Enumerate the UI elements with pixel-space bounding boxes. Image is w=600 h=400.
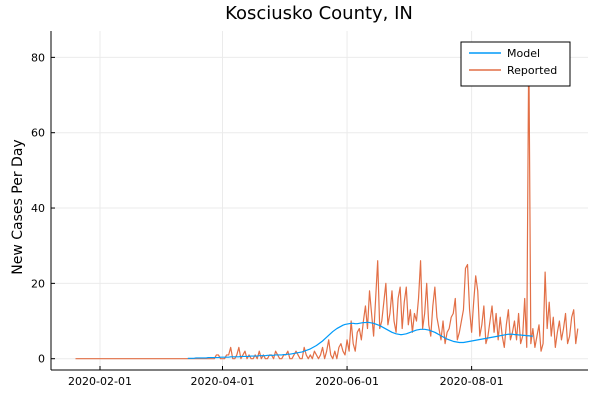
y-axis-label: New Cases Per Day [10, 139, 26, 274]
y-tick-label: 0 [38, 353, 45, 366]
chart-title: Kosciusko County, IN [225, 3, 413, 24]
x-tick-label: 2020-06-01 [315, 375, 379, 388]
y-tick-label: 40 [31, 202, 45, 215]
series-line-reported [75, 41, 579, 360]
legend-label-model: Model [507, 47, 540, 60]
legend-label-reported: Reported [507, 64, 557, 77]
legend-box [460, 41, 571, 87]
y-tick-label: 20 [31, 277, 45, 290]
series-line-model [187, 321, 533, 359]
legend: Model Reported [460, 41, 571, 87]
x-tick-label: 2020-02-01 [68, 375, 132, 388]
grid [51, 31, 588, 370]
series-layer [75, 41, 579, 360]
y-tick-label: 60 [31, 127, 45, 140]
y-tick-label: 80 [31, 51, 45, 64]
axes: 0 20 40 60 80 2020-02-01 2020-04-01 2020-06-01 2… [31, 31, 588, 388]
x-tick-label: 2020-04-01 [191, 375, 255, 388]
x-tick-label: 2020-08-01 [440, 375, 504, 388]
